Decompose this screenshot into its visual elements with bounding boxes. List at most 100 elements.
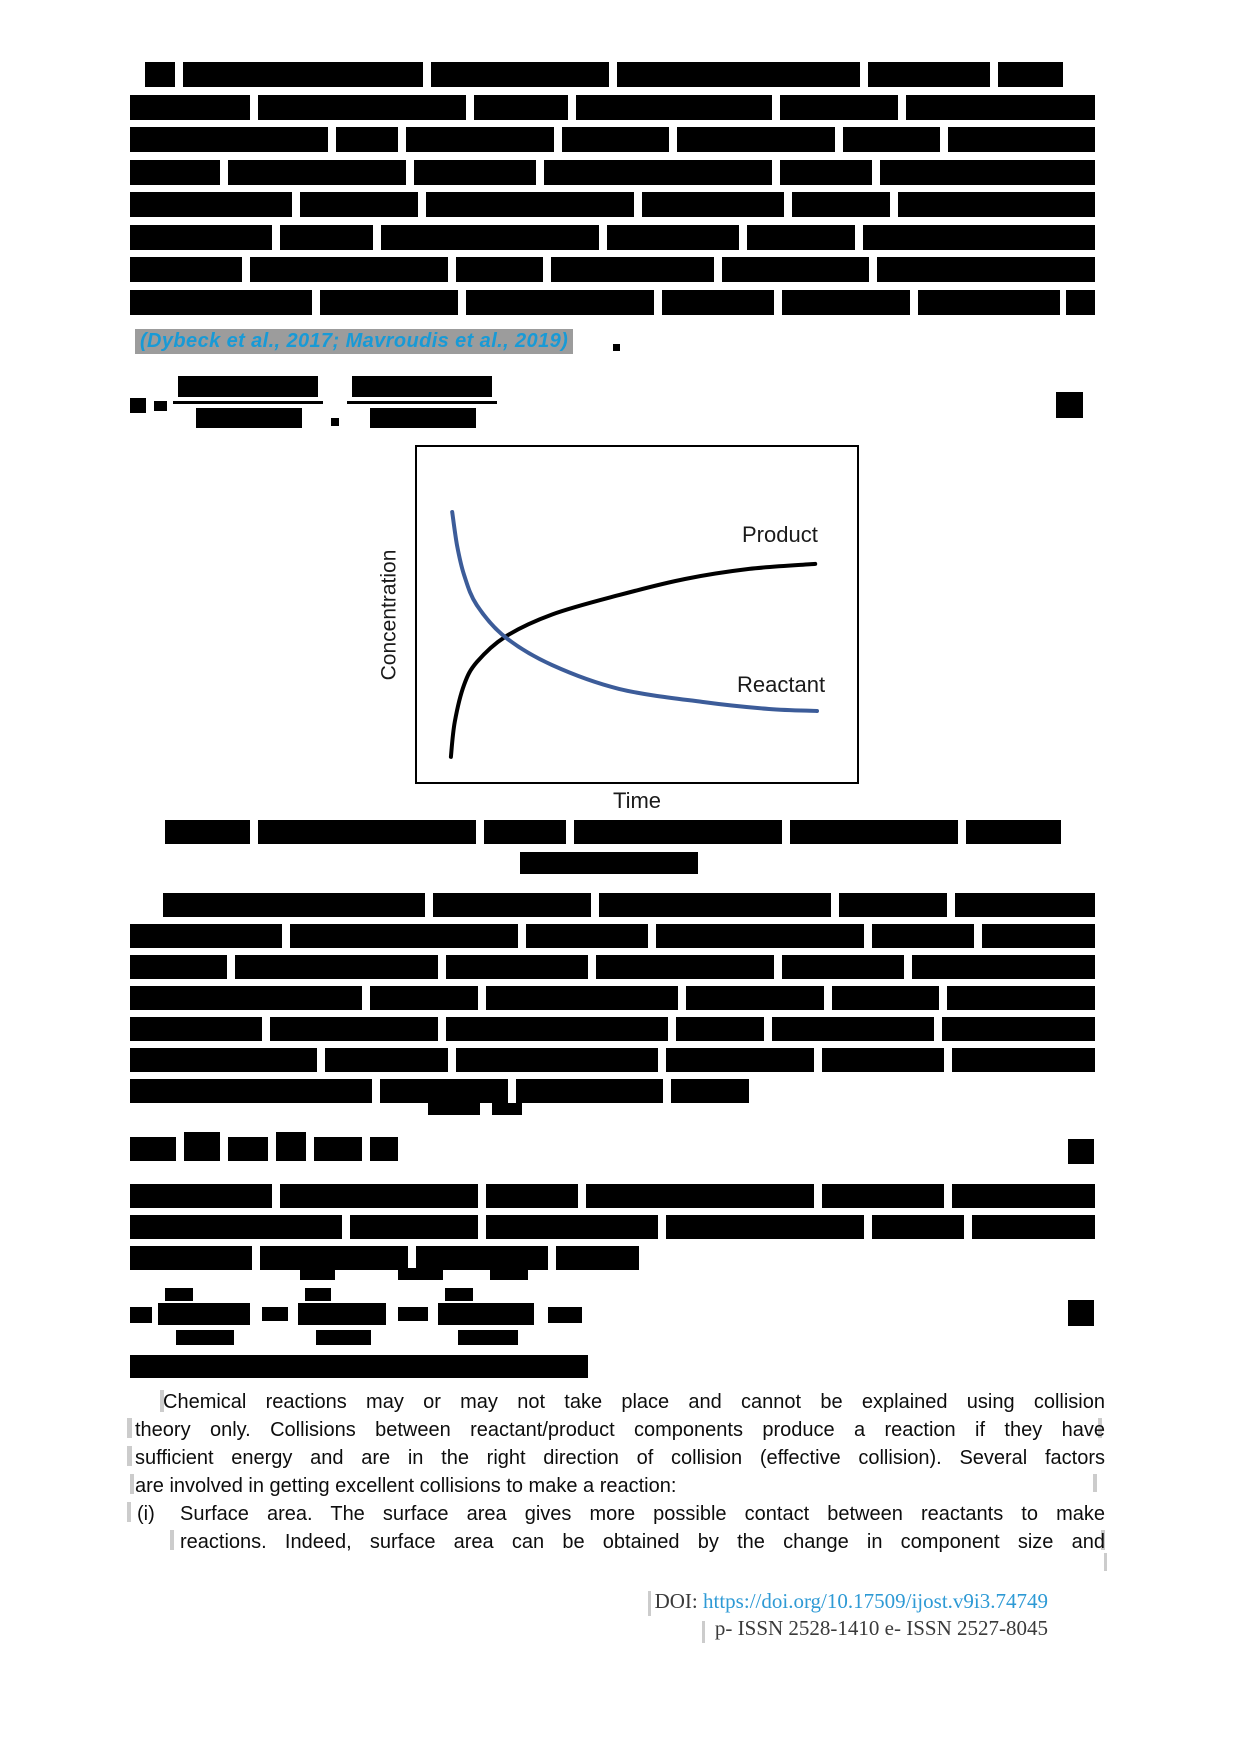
- redaction-bar-top-paragraph: [280, 225, 373, 250]
- redaction-bar-middle-paragraph: [839, 893, 947, 917]
- redaction-bar-top-paragraph: [130, 95, 250, 120]
- redaction-bar-middle-paragraph: [325, 1048, 448, 1072]
- equation-3-term: [438, 1303, 534, 1325]
- redaction-bar-middle-paragraph: [955, 893, 1095, 917]
- redaction-bar-lower-paragraph: [130, 1246, 252, 1270]
- redaction-artifact: [1098, 1418, 1102, 1438]
- redaction-bar-lower-paragraph: [972, 1215, 1095, 1239]
- redaction-artifact: [1104, 1553, 1107, 1571]
- citation-period: [613, 344, 620, 351]
- doi-label: DOI:: [654, 1589, 698, 1613]
- equation-3-superscript: [305, 1288, 331, 1301]
- equation-1-fraction-bar: [173, 401, 323, 404]
- redaction-bar-middle-paragraph: [130, 986, 362, 1010]
- redaction-bar-top-paragraph: [576, 95, 772, 120]
- redaction-bar-top-paragraph: [466, 290, 654, 315]
- equation-3-number: [1068, 1300, 1094, 1326]
- issn-line: p- ISSN 2528-1410 e- ISSN 2527-8045: [714, 1616, 1048, 1640]
- redaction-bar-top-paragraph: [381, 225, 599, 250]
- redaction-artifact: [127, 1446, 132, 1466]
- equation-2-number: [1068, 1139, 1094, 1164]
- redaction-bar-top-paragraph: [414, 160, 536, 185]
- redaction-bar-middle-paragraph: [671, 1079, 749, 1103]
- redaction-bar-lower-paragraph: [486, 1215, 658, 1239]
- redaction-artifact: [702, 1621, 705, 1643]
- redaction-bar-top-paragraph: [544, 160, 772, 185]
- redaction-bar-top-paragraph: [130, 290, 312, 315]
- redaction-bar-lower-paragraph: [822, 1184, 944, 1208]
- redaction-bar-middle-paragraph: [599, 893, 831, 917]
- redaction-bar-middle-paragraph: [380, 1079, 508, 1103]
- redaction-bar-top-paragraph: [642, 192, 784, 217]
- reactant-label: Reactant: [737, 672, 826, 697]
- redaction-bar-middle-paragraph: [163, 893, 425, 917]
- equation-1-numerator: [178, 376, 318, 397]
- redaction-bar-top-paragraph: [130, 127, 328, 152]
- redaction-bar-top-paragraph: [747, 225, 855, 250]
- redaction-bar-lower-paragraph: [666, 1215, 864, 1239]
- body-paragraph-line: sufficient energy and are in the right d…: [135, 1447, 1105, 1469]
- redaction-bar-middle-paragraph: [982, 924, 1095, 948]
- list-item-line: reactions. Indeed, surface area can be o…: [180, 1531, 1105, 1553]
- redaction-bar-middle-paragraph: [130, 1048, 317, 1072]
- doi-link[interactable]: https://doi.org/10.17509/ijost.v9i3.7474…: [703, 1589, 1048, 1613]
- page-footer: DOI: https://doi.org/10.17509/ijost.v9i3…: [655, 1588, 1048, 1642]
- equation-1-denominator: [196, 408, 302, 428]
- redaction-bar-figure-caption: [258, 820, 476, 844]
- redaction-bar-top-paragraph: [130, 192, 292, 217]
- equation-2-term: [314, 1137, 362, 1161]
- redaction-bar-figure-caption: [574, 820, 782, 844]
- redaction-bar-top-paragraph: [456, 257, 543, 282]
- equation-1-denominator: [370, 408, 476, 428]
- redaction-bar-lower-paragraph: [130, 1184, 272, 1208]
- equation-3-term: [158, 1303, 250, 1325]
- redaction-artifact: [1101, 1530, 1105, 1550]
- redaction-bar-top-paragraph: [300, 192, 418, 217]
- redaction-bar-middle-paragraph: [526, 924, 648, 948]
- redaction-bar-middle-paragraph: [772, 1017, 934, 1041]
- redaction-bar-top-paragraph: [906, 95, 1095, 120]
- redaction-bar-middle-paragraph: [130, 1079, 372, 1103]
- redaction-bar-top-paragraph: [780, 95, 898, 120]
- equation-1-numerator: [352, 376, 492, 397]
- redaction-bar-top-paragraph: [406, 127, 554, 152]
- redaction-bar-middle-paragraph: [872, 924, 974, 948]
- citation-link[interactable]: (Dybeck et al., 2017; Mavroudis et al., …: [135, 329, 574, 354]
- redaction-bar-top-paragraph: [877, 257, 1095, 282]
- equation-3-subscript: [176, 1330, 234, 1345]
- equation-1-fraction-bar: [347, 401, 497, 404]
- redaction-bar-figure-caption: [790, 820, 958, 844]
- list-item-line: Surface area. The surface area gives mor…: [180, 1503, 1105, 1525]
- redaction-bar-top-paragraph: [431, 62, 609, 87]
- equation-3-subscript: [458, 1330, 518, 1345]
- redaction-subscript: [300, 1268, 335, 1280]
- figure-chart: Product Reactant Concentration Time: [378, 445, 859, 813]
- redaction-bar-middle-paragraph: [370, 986, 478, 1010]
- equation-3-superscript: [445, 1288, 473, 1301]
- redaction-bar-top-paragraph: [130, 225, 272, 250]
- redaction-bar-figure-caption: [484, 820, 566, 844]
- redaction-bar-figure-caption: [165, 820, 250, 844]
- redaction-bar-middle-paragraph: [130, 955, 227, 979]
- redaction-artifact: [1093, 1474, 1097, 1492]
- redaction-subscript: [492, 1103, 522, 1115]
- redaction-bar-top-paragraph: [898, 192, 1095, 217]
- redaction-bar-middle-paragraph: [912, 955, 1095, 979]
- redaction-bar-top-paragraph: [228, 160, 406, 185]
- body-paragraph-line: are involved in getting excellent collis…: [135, 1475, 677, 1497]
- redaction-bar-top-paragraph: [677, 127, 835, 152]
- redaction-bar-middle-paragraph: [270, 1017, 438, 1041]
- redaction-bar-top-paragraph: [863, 225, 1095, 250]
- equation-3-term: [548, 1307, 582, 1323]
- redaction-bar-top-paragraph: [320, 290, 458, 315]
- redaction-bar-middle-paragraph: [235, 955, 438, 979]
- redaction-bar-middle-paragraph: [942, 1017, 1095, 1041]
- redaction-bar-lower-paragraph: [872, 1215, 964, 1239]
- redaction-bar-top-paragraph: [183, 62, 423, 87]
- redaction-bar-lower-paragraph: [586, 1184, 814, 1208]
- redaction-artifact: [127, 1502, 131, 1522]
- redaction-bar-top-paragraph: [250, 257, 448, 282]
- equation-3-subscript: [316, 1330, 371, 1345]
- equation-2-term: [184, 1132, 220, 1161]
